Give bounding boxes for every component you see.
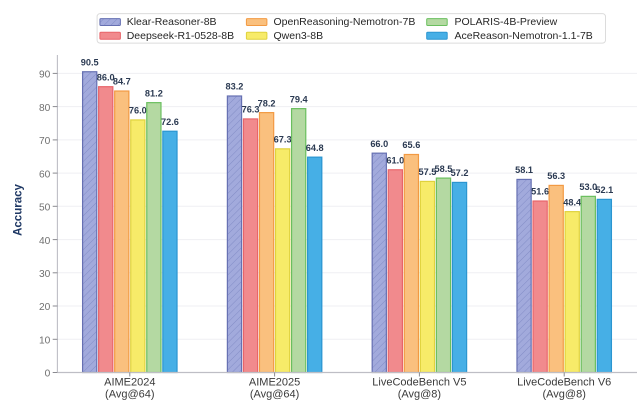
svg-text:52.1: 52.1 (595, 185, 613, 195)
svg-text:76.0: 76.0 (129, 106, 147, 116)
svg-text:84.7: 84.7 (113, 77, 131, 87)
svg-text:10: 10 (39, 336, 51, 347)
svg-text:66.0: 66.0 (370, 139, 388, 149)
svg-text:57.5: 57.5 (418, 167, 436, 177)
svg-text:POLARIS-4B-Preview: POLARIS-4B-Preview (455, 16, 558, 28)
svg-text:LiveCodeBench V6: LiveCodeBench V6 (517, 376, 611, 388)
svg-text:51.6: 51.6 (531, 187, 549, 197)
svg-text:(Avg@8): (Avg@8) (543, 389, 586, 401)
svg-text:LiveCodeBench V5: LiveCodeBench V5 (372, 376, 466, 388)
svg-text:Deepseek-R1-0528-8B: Deepseek-R1-0528-8B (127, 30, 234, 42)
svg-text:Qwen3-8B: Qwen3-8B (274, 30, 324, 42)
svg-text:(Avg@64): (Avg@64) (250, 389, 299, 401)
svg-text:78.2: 78.2 (258, 98, 276, 108)
svg-text:53.0: 53.0 (579, 182, 597, 192)
svg-text:Accuracy: Accuracy (13, 184, 25, 236)
svg-text:AIME2024: AIME2024 (104, 376, 155, 388)
svg-text:90: 90 (39, 70, 51, 81)
svg-text:76.3: 76.3 (242, 105, 260, 115)
svg-text:58.5: 58.5 (435, 164, 453, 174)
svg-text:58.1: 58.1 (515, 165, 533, 175)
svg-text:79.4: 79.4 (290, 94, 309, 104)
svg-text:20: 20 (39, 302, 51, 313)
svg-text:90.5: 90.5 (81, 57, 99, 67)
svg-text:83.2: 83.2 (226, 82, 244, 92)
svg-text:72.6: 72.6 (161, 117, 179, 127)
svg-text:(Avg@8): (Avg@8) (398, 389, 441, 401)
svg-text:AIME2025: AIME2025 (249, 376, 300, 388)
svg-text:80: 80 (39, 103, 51, 114)
svg-text:60: 60 (39, 169, 51, 180)
svg-text:61.0: 61.0 (386, 155, 404, 165)
svg-text:Klear-Reasoner-8B: Klear-Reasoner-8B (127, 16, 217, 28)
svg-text:64.8: 64.8 (306, 143, 324, 153)
svg-text:OpenReasoning-Nemotron-7B: OpenReasoning-Nemotron-7B (274, 16, 416, 28)
svg-text:56.3: 56.3 (547, 171, 565, 181)
svg-text:50: 50 (39, 203, 51, 214)
svg-text:(Avg@64): (Avg@64) (105, 389, 154, 401)
svg-text:67.3: 67.3 (274, 135, 292, 145)
svg-text:30: 30 (39, 269, 51, 280)
svg-text:AceReason-Nemotron-1.1-7B: AceReason-Nemotron-1.1-7B (455, 30, 593, 42)
svg-text:81.2: 81.2 (145, 88, 163, 98)
svg-text:40: 40 (39, 236, 51, 247)
svg-text:86.0: 86.0 (97, 72, 115, 82)
svg-text:65.6: 65.6 (402, 140, 420, 150)
svg-text:70: 70 (39, 136, 51, 147)
svg-text:0: 0 (45, 369, 51, 380)
svg-text:57.2: 57.2 (451, 168, 469, 178)
svg-text:48.4: 48.4 (563, 197, 582, 207)
